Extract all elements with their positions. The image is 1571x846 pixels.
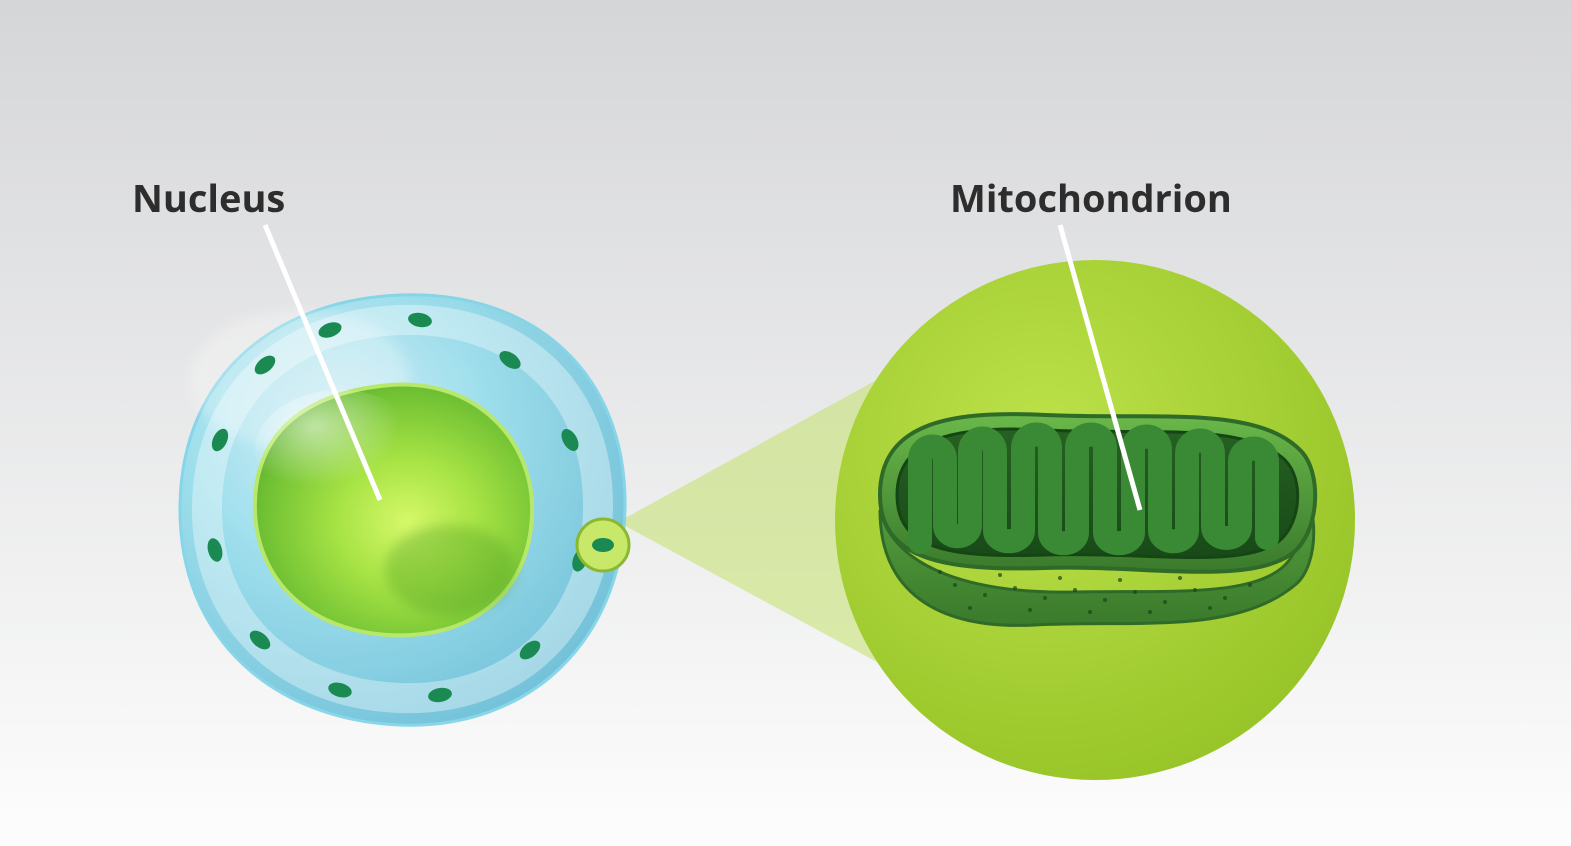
nucleus-label: Nucleus xyxy=(132,172,285,224)
diagram-svg xyxy=(0,0,1571,846)
diagram-canvas: Nucleus Mitochondrion xyxy=(0,0,1571,846)
mitochondrion xyxy=(880,414,1315,625)
highlight-organelle xyxy=(577,519,629,571)
nucleus xyxy=(255,384,532,635)
mitochondrion-label: Mitochondrion xyxy=(950,172,1232,224)
cell xyxy=(180,295,629,725)
